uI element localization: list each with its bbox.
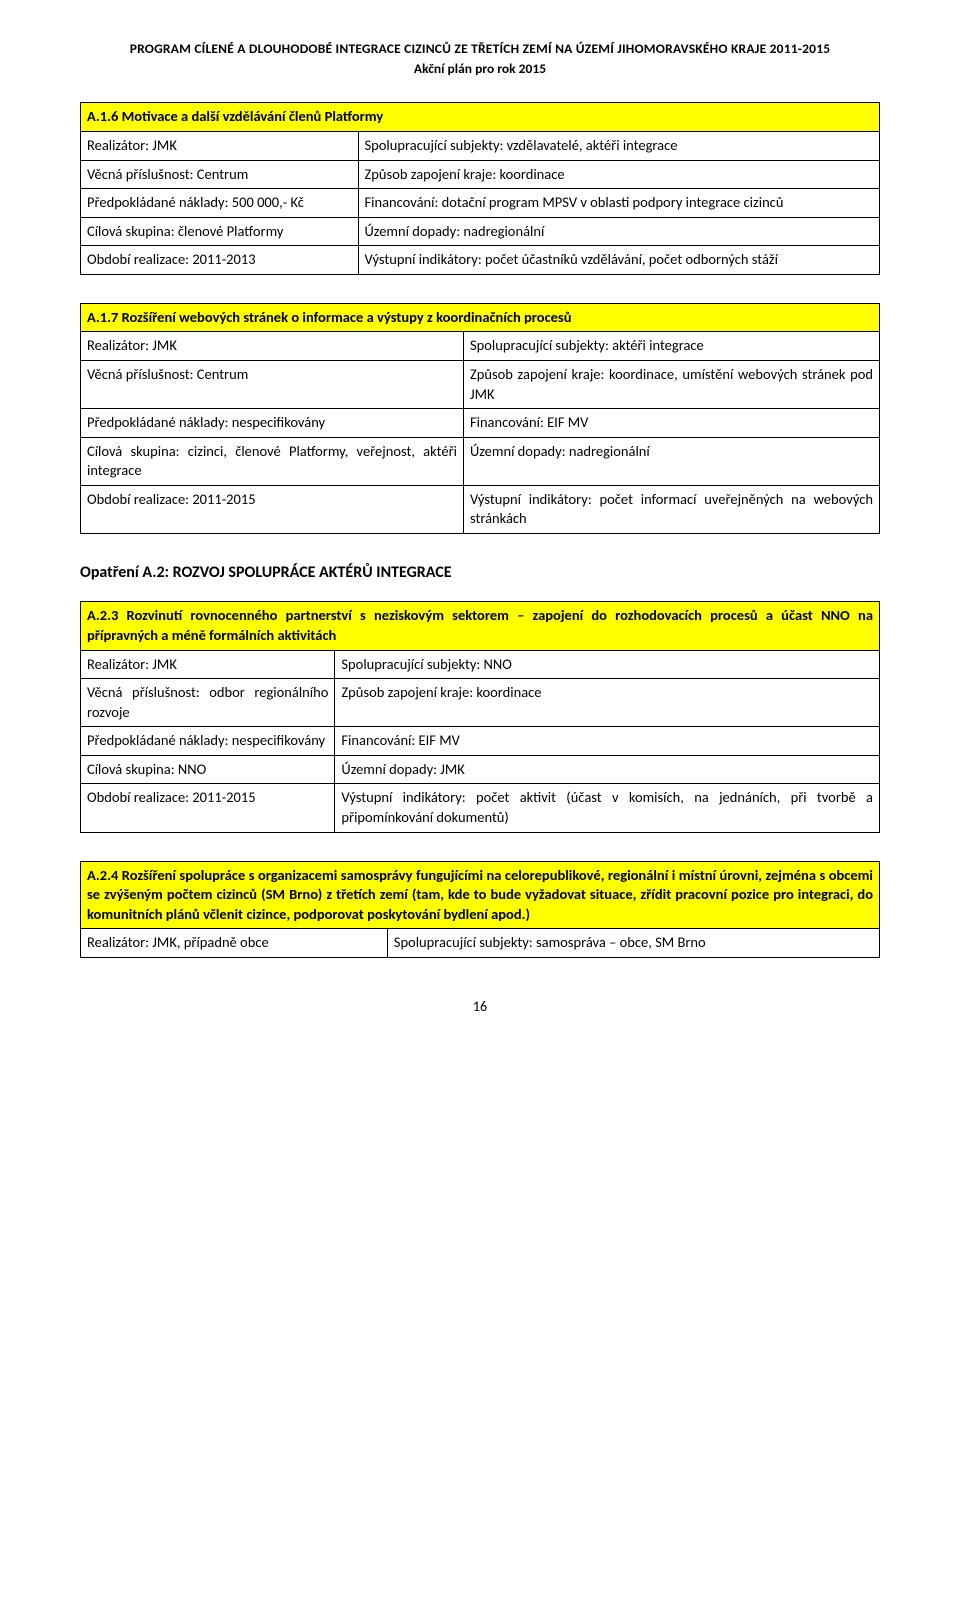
block-a17: A.1.7 Rozšíření webových stránek o infor… [80, 303, 880, 534]
section-a2-heading: Opatření A.2: ROZVOJ SPOLUPRÁCE AKTÉRŮ I… [80, 562, 880, 584]
table-cell: Předpokládané náklady: nespecifikovány [81, 727, 335, 756]
block-a16: A.1.6 Motivace a další vzdělávání členů … [80, 102, 880, 274]
table-cell: Způsob zapojení kraje: koordinace, umíst… [463, 360, 879, 408]
page-number: 16 [80, 998, 880, 1017]
table-cell: Spolupracující subjekty: vzdělavatelé, a… [358, 132, 880, 161]
table-cell: Věcná příslušnost: odbor regionálního ro… [81, 679, 335, 727]
table-cell: Období realizace: 2011-2015 [81, 485, 464, 533]
table-cell: Spolupracující subjekty: samospráva – ob… [387, 929, 879, 958]
block-a23-header: A.2.3 Rozvinutí rovnocenného partnerství… [81, 602, 880, 650]
block-a17-header: A.1.7 Rozšíření webových stránek o infor… [81, 303, 880, 332]
table-cell: Předpokládané náklady: 500 000,- Kč [81, 189, 359, 218]
table-cell: Období realizace: 2011-2013 [81, 246, 359, 275]
table-cell: Předpokládané náklady: nespecifikovány [81, 409, 464, 438]
table-cell: Cílová skupina: cizinci, členové Platfor… [81, 437, 464, 485]
document-subtitle: Akční plán pro rok 2015 [80, 60, 880, 78]
table-cell: Územní dopady: nadregionální [358, 217, 880, 246]
table-cell: Realizátor: JMK [81, 650, 335, 679]
table-cell: Financování: EIF MV [463, 409, 879, 438]
table-cell: Spolupracující subjekty: aktéři integrac… [463, 332, 879, 361]
table-cell: Spolupracující subjekty: NNO [335, 650, 880, 679]
table-cell: Územní dopady: JMK [335, 755, 880, 784]
table-cell: Výstupní indikátory: počet aktivit (účas… [335, 784, 880, 832]
document-header: PROGRAM CÍLENÉ A DLOUHODOBÉ INTEGRACE CI… [80, 40, 880, 78]
table-cell: Realizátor: JMK [81, 332, 464, 361]
block-a23: A.2.3 Rozvinutí rovnocenného partnerství… [80, 601, 880, 832]
document-title: PROGRAM CÍLENÉ A DLOUHODOBÉ INTEGRACE CI… [80, 40, 880, 58]
block-a24-header: A.2.4 Rozšíření spolupráce s organizacem… [81, 861, 880, 929]
table-cell: Cílová skupina: členové Platformy [81, 217, 359, 246]
table-cell: Výstupní indikátory: počet informací uve… [463, 485, 879, 533]
table-cell: Financování: dotační program MPSV v obla… [358, 189, 880, 218]
table-cell: Realizátor: JMK, případně obce [81, 929, 388, 958]
table-cell: Způsob zapojení kraje: koordinace [335, 679, 880, 727]
table-cell: Realizátor: JMK [81, 132, 359, 161]
table-cell: Financování: EIF MV [335, 727, 880, 756]
table-cell: Územní dopady: nadregionální [463, 437, 879, 485]
table-cell: Věcná příslušnost: Centrum [81, 160, 359, 189]
table-cell: Období realizace: 2011-2015 [81, 784, 335, 832]
table-cell: Cílová skupina: NNO [81, 755, 335, 784]
table-cell: Věcná příslušnost: Centrum [81, 360, 464, 408]
table-cell: Způsob zapojení kraje: koordinace [358, 160, 880, 189]
table-cell: Výstupní indikátory: počet účastníků vzd… [358, 246, 880, 275]
block-a24: A.2.4 Rozšíření spolupráce s organizacem… [80, 861, 880, 958]
block-a16-header: A.1.6 Motivace a další vzdělávání členů … [81, 103, 880, 132]
